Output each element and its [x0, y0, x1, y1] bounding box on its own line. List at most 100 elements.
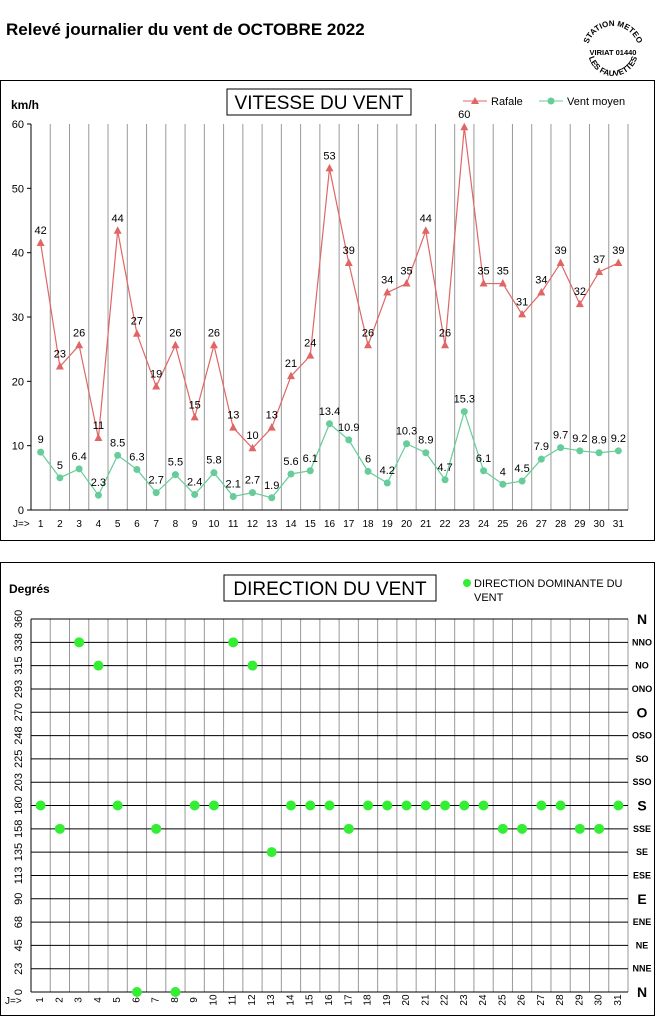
data-label-vent-moyen: 9 — [38, 434, 44, 446]
x-tick-label: 31 — [613, 519, 625, 530]
data-point-vent-moyen — [210, 469, 218, 477]
x-tick-label: 22 — [440, 994, 451, 1006]
compass-tick-label: ESE — [633, 870, 651, 880]
data-label-rafale: 35 — [497, 266, 509, 278]
wind-speed-panel: 0 10 20 30 40 50 60 J=> 1 2 3 4 5 6 7 8 9 10 11 12 13 14 15 16 1… — [0, 80, 655, 541]
legend-marker-vent-moyen — [547, 97, 555, 105]
x-tick-label: 12 — [247, 994, 258, 1006]
data-point-rafale — [132, 329, 141, 337]
data-point-rafale — [94, 433, 103, 441]
x-tick-label: 11 — [228, 994, 239, 1005]
data-point-rafale — [518, 309, 527, 318]
data-label-rafale: 60 — [458, 109, 470, 121]
x-tick-label: 1 — [35, 997, 46, 1003]
x-prefix-label: J=> — [13, 519, 30, 530]
x-tick-label: 12 — [247, 519, 259, 530]
x-tick-label: 1 — [38, 519, 44, 530]
data-label-vent-moyen: 8.5 — [110, 437, 125, 449]
data-label-vent-moyen: 6.4 — [71, 451, 86, 463]
x-tick-label: 13 — [266, 519, 278, 530]
legend-label-vent-moyen: Vent moyen — [567, 96, 625, 108]
data-point-vent-moyen — [306, 467, 314, 475]
legend-marker-rafale — [471, 97, 479, 104]
data-label-vent-moyen: 2.7 — [245, 475, 260, 487]
x-tick-label: 19 — [382, 519, 394, 530]
y-tick-label: 40 — [12, 248, 24, 260]
data-point-vent-moyen — [364, 467, 372, 475]
data-label-rafale: 53 — [323, 150, 335, 162]
data-point-direction — [93, 660, 104, 671]
x-tick-label: 4 — [93, 997, 104, 1003]
compass-tick-label: E — [637, 891, 646, 907]
data-point-direction — [536, 800, 547, 811]
data-point-rafale — [441, 340, 450, 349]
data-point-rafale — [383, 288, 392, 296]
compass-tick-label: SE — [636, 847, 648, 857]
x-tick-label: 14 — [285, 994, 296, 1006]
data-point-rafale — [229, 423, 238, 431]
data-label-rafale: 39 — [554, 245, 566, 257]
data-point-vent-moyen — [229, 492, 237, 500]
data-point-vent-moyen — [537, 455, 545, 463]
data-point-direction — [574, 823, 585, 834]
y-tick-label: 0 — [13, 989, 25, 995]
data-point-vent-moyen — [56, 474, 64, 482]
compass-tick-label: NNO — [632, 637, 652, 647]
x-tick-label: 31 — [613, 994, 624, 1006]
data-point-vent-moyen — [171, 471, 179, 479]
x-tick-label: 3 — [76, 519, 82, 530]
data-point-direction — [54, 823, 65, 834]
chart-title: DIRECTION DU VENT — [233, 579, 427, 600]
y-tick-label: 360 — [13, 610, 25, 628]
x-tick-label: 15 — [305, 519, 317, 530]
data-point-direction — [35, 800, 46, 811]
y-tick-label: 90 — [13, 893, 25, 905]
data-point-direction — [305, 800, 316, 811]
x-tick-label: 11 — [228, 519, 239, 530]
data-point-rafale — [55, 362, 64, 370]
data-label-rafale: 39 — [612, 245, 624, 257]
data-label-rafale: 26 — [362, 327, 374, 339]
data-label-vent-moyen: 4.5 — [514, 463, 529, 475]
x-tick-label: 18 — [362, 519, 374, 530]
data-label-rafale: 21 — [285, 358, 297, 370]
y-tick-label: 203 — [13, 773, 25, 791]
data-point-rafale — [344, 258, 353, 266]
data-point-rafale — [402, 279, 411, 287]
data-label-rafale: 37 — [593, 254, 605, 266]
data-label-vent-moyen: 5.6 — [283, 456, 298, 468]
y-tick-label: 20 — [12, 376, 24, 388]
data-label-rafale: 10 — [246, 430, 258, 442]
compass-tick-label: NNE — [632, 964, 651, 974]
data-point-vent-moyen — [614, 447, 622, 455]
x-tick-label: 30 — [594, 519, 606, 530]
x-tick-label: 2 — [54, 997, 65, 1003]
x-tick-label: 21 — [420, 994, 431, 1006]
data-label-vent-moyen: 6.1 — [476, 453, 491, 465]
data-label-vent-moyen: 2.4 — [187, 477, 202, 489]
data-point-direction — [170, 987, 181, 997]
y-tick-label: 0 — [18, 505, 24, 517]
data-label-rafale: 27 — [131, 316, 143, 328]
data-point-rafale — [479, 279, 488, 287]
data-point-direction — [228, 637, 239, 648]
x-tick-label: 26 — [517, 994, 528, 1006]
data-label-rafale: 26 — [73, 327, 85, 339]
data-point-direction — [208, 800, 219, 811]
data-point-vent-moyen — [114, 451, 122, 459]
data-point-vent-moyen — [422, 449, 430, 457]
page-title: Relevé journalier du vent de OCTOBRE 202… — [6, 20, 365, 39]
data-point-rafale — [190, 412, 199, 421]
data-label-vent-moyen: 6.1 — [303, 453, 318, 465]
data-point-direction — [517, 823, 528, 834]
x-tick-label: 5 — [115, 519, 121, 530]
stamp-line-2: VIRIAT 01440 — [590, 48, 637, 57]
chart-title: VITESSE DU VENT — [235, 93, 404, 114]
data-point-rafale — [364, 340, 373, 349]
stamp-line-1: STATION METEO — [582, 19, 644, 45]
data-point-vent-moyen — [191, 491, 199, 499]
data-point-rafale — [75, 340, 84, 349]
x-tick-label: 22 — [439, 519, 451, 530]
x-tick-label: 25 — [497, 994, 508, 1006]
data-label-rafale: 26 — [208, 327, 220, 339]
